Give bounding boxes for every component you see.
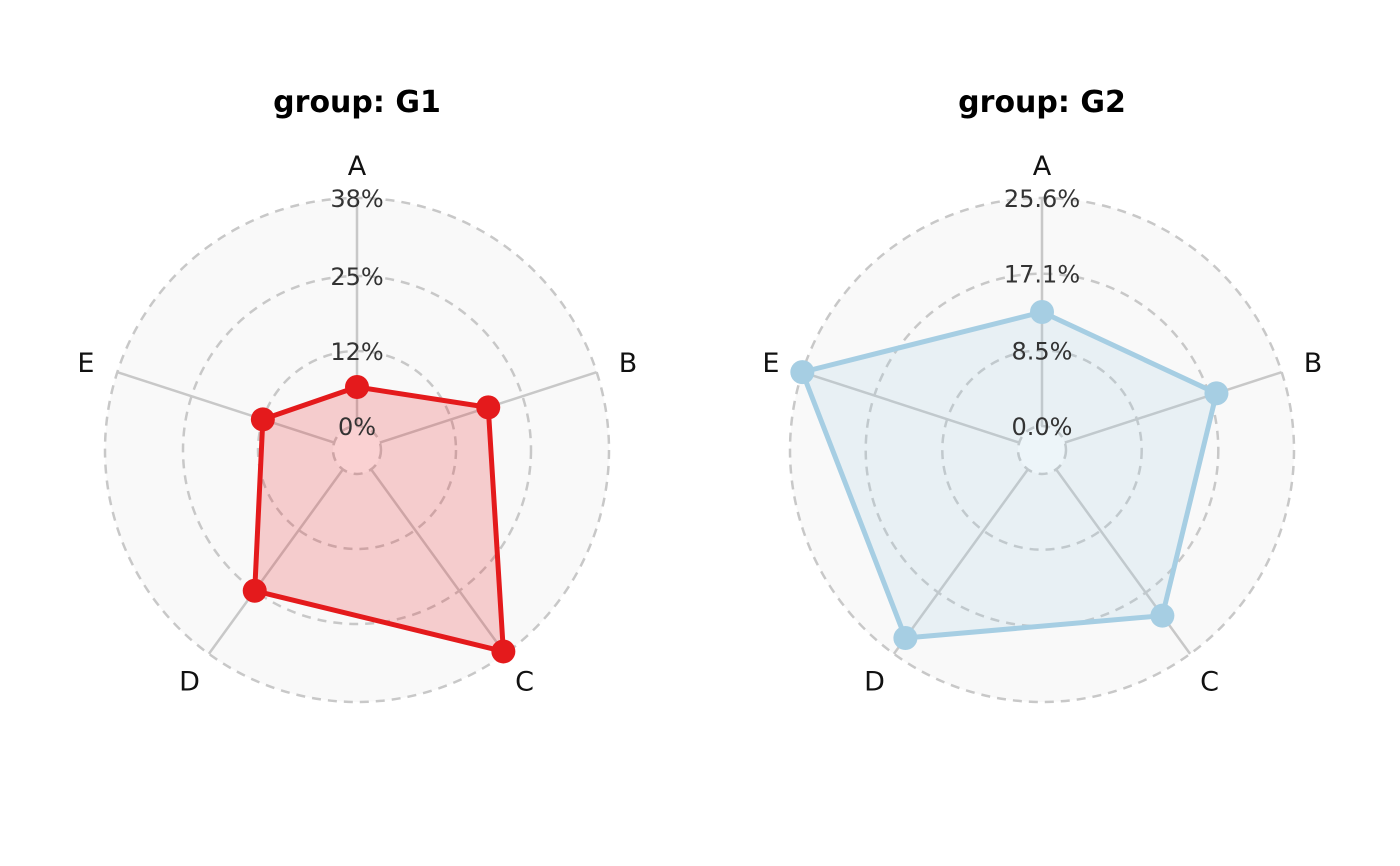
data-point-B xyxy=(476,395,501,420)
panel-title: group: G2 xyxy=(958,85,1126,120)
series-area xyxy=(799,309,1219,641)
data-point-C xyxy=(1150,603,1175,628)
data-point-E xyxy=(250,407,275,432)
tick-label: 17.1% xyxy=(1004,261,1080,289)
axis-label-D: D xyxy=(864,667,885,698)
axis-label-D: D xyxy=(179,667,200,698)
data-point-B xyxy=(1204,381,1229,406)
axis-label-E: E xyxy=(77,348,94,379)
series-area xyxy=(252,384,506,654)
axis-label-E: E xyxy=(762,348,779,379)
data-point-D xyxy=(242,578,267,603)
axis-label-C: C xyxy=(515,667,534,698)
axis-spoke xyxy=(370,468,507,655)
data-point-C xyxy=(491,639,516,664)
tick-label: 8.5% xyxy=(1012,337,1073,365)
axis-spoke xyxy=(801,370,1020,444)
axis-spoke xyxy=(207,468,344,655)
tick-label: 0.0% xyxy=(1012,413,1073,441)
data-point-A xyxy=(1030,300,1054,324)
tick-label: 25% xyxy=(330,263,383,291)
data-point-D xyxy=(893,626,918,651)
axis-label-B: B xyxy=(1304,348,1323,379)
axis-label-A: A xyxy=(348,151,367,182)
data-point-A xyxy=(345,375,369,399)
axis-label-B: B xyxy=(619,348,638,379)
tick-label: 38% xyxy=(330,185,383,213)
tick-label: 25.6% xyxy=(1004,185,1080,213)
axis-spoke xyxy=(1064,370,1283,444)
axis-spoke xyxy=(892,468,1029,655)
center-hole xyxy=(1018,426,1066,474)
tick-label: 12% xyxy=(330,338,383,366)
axis-label-A: A xyxy=(1033,151,1052,182)
axis-spoke xyxy=(116,370,335,444)
axis-label-C: C xyxy=(1200,667,1219,698)
center-hole xyxy=(333,426,381,474)
data-point-E xyxy=(790,360,815,385)
tick-label: 0% xyxy=(338,413,376,441)
panel-title: group: G1 xyxy=(273,85,441,120)
